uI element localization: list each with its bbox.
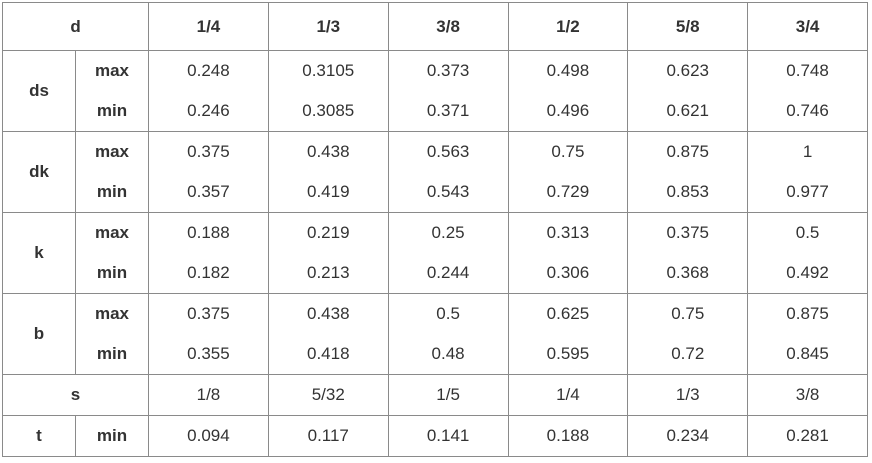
value-cell: 0.368 <box>627 253 749 294</box>
value-cell: 0.875 <box>747 293 868 334</box>
value-cell: 0.729 <box>507 172 629 213</box>
value-cell: 0.213 <box>267 253 389 294</box>
size-header: 1/2 <box>507 2 629 51</box>
value-cell: 0.48 <box>387 334 509 375</box>
value-cell: 0.188 <box>148 212 269 253</box>
value-cell: 0.357 <box>148 172 269 213</box>
value-cell: 0.438 <box>267 131 389 172</box>
value-cell: 0.75 <box>627 293 749 334</box>
value-cell: 0.977 <box>747 172 868 213</box>
limit-label: min <box>74 91 150 132</box>
value-cell: 0.623 <box>627 50 749 91</box>
spec-table: d 1/4 1/3 3/8 1/2 5/8 3/4 ds max 0.248 0.3105 0.373… <box>1 2 868 457</box>
group-label: s <box>1 374 150 416</box>
value-cell: 0.875 <box>627 131 749 172</box>
table-row: min 0.182 0.213 0.244 0.306 0.368 0.492 <box>3 253 868 294</box>
value-cell: 0.373 <box>387 50 509 91</box>
value-cell: 0.375 <box>627 212 749 253</box>
limit-label: max <box>74 212 150 253</box>
limit-label: min <box>74 334 150 375</box>
value-cell: 0.141 <box>387 415 509 457</box>
value-cell: 3/8 <box>747 374 868 416</box>
value-cell: 0.234 <box>627 415 749 457</box>
value-cell: 0.3105 <box>267 50 389 91</box>
value-cell: 0.75 <box>507 131 629 172</box>
value-cell: 0.543 <box>387 172 509 213</box>
value-cell: 0.244 <box>387 253 509 294</box>
value-cell: 0.853 <box>627 172 749 213</box>
limit-label: max <box>74 50 150 91</box>
table-row: d 1/4 1/3 3/8 1/2 5/8 3/4 <box>1 2 868 51</box>
value-cell: 0.438 <box>267 293 389 334</box>
table-row: ds max 0.248 0.3105 0.373 0.498 0.623 0.748 <box>2 50 868 132</box>
value-cell: 0.5 <box>747 212 868 253</box>
value-cell: 0.219 <box>267 212 389 253</box>
value-cell: 1/5 <box>387 374 509 416</box>
value-cell: 0.845 <box>747 334 868 375</box>
table-row: dk max 0.375 0.438 0.563 0.75 0.875 1 <box>2 131 868 213</box>
value-cell: 1/4 <box>507 374 629 416</box>
value-cell: 0.419 <box>267 172 389 213</box>
value-cell: 0.72 <box>627 334 749 375</box>
value-cell: 0.492 <box>747 253 868 294</box>
size-header: 1/3 <box>267 2 389 51</box>
value-cell: 1/8 <box>148 374 269 416</box>
value-cell: 0.375 <box>148 293 269 334</box>
table-row: t min 0.094 0.117 0.141 0.188 0.234 0.281 <box>2 415 868 457</box>
table-row: k max 0.188 0.219 0.25 0.313 0.375 0.5 <box>2 212 868 294</box>
value-cell: 0.748 <box>747 50 868 91</box>
group-label: t <box>2 415 76 457</box>
size-header: 5/8 <box>627 2 749 51</box>
value-cell: 0.375 <box>148 131 269 172</box>
value-cell: 0.313 <box>507 212 629 253</box>
value-cell: 0.355 <box>148 334 269 375</box>
value-cell: 0.25 <box>387 212 509 253</box>
header-label: d <box>1 2 150 51</box>
limit-label: min <box>74 415 150 457</box>
value-cell: 0.625 <box>507 293 629 334</box>
group-label: ds <box>2 50 76 132</box>
value-cell: 1/3 <box>627 374 749 416</box>
size-header: 3/4 <box>747 2 868 51</box>
table-body: d 1/4 1/3 3/8 1/2 5/8 3/4 ds max 0.248 0.3105 0.373… <box>1 2 868 457</box>
value-cell: 0.182 <box>148 253 269 294</box>
table-row: min 0.357 0.419 0.543 0.729 0.853 0.977 <box>3 172 868 213</box>
value-cell: 0.246 <box>148 91 269 132</box>
value-cell: 0.094 <box>148 415 269 457</box>
value-cell: 0.498 <box>507 50 629 91</box>
size-header: 1/4 <box>148 2 269 51</box>
limit-label: min <box>74 172 150 213</box>
value-cell: 0.248 <box>148 50 269 91</box>
value-cell: 0.306 <box>507 253 629 294</box>
value-cell: 0.5 <box>387 293 509 334</box>
value-cell: 1 <box>747 131 868 172</box>
value-cell: 0.746 <box>747 91 868 132</box>
value-cell: 0.496 <box>507 91 629 132</box>
group-label: k <box>2 212 76 294</box>
size-header: 3/8 <box>387 2 509 51</box>
value-cell: 0.371 <box>387 91 509 132</box>
value-cell: 0.188 <box>507 415 629 457</box>
value-cell: 0.117 <box>267 415 389 457</box>
group-label: dk <box>2 131 76 213</box>
limit-label: max <box>74 131 150 172</box>
value-cell: 0.595 <box>507 334 629 375</box>
value-cell: 0.418 <box>267 334 389 375</box>
limit-label: max <box>74 293 150 334</box>
table-row: min 0.246 0.3085 0.371 0.496 0.621 0.746 <box>3 91 868 132</box>
value-cell: 5/32 <box>267 374 389 416</box>
limit-label: min <box>74 253 150 294</box>
value-cell: 0.563 <box>387 131 509 172</box>
table-row: b max 0.375 0.438 0.5 0.625 0.75 0.875 <box>2 293 868 375</box>
table-row: s 1/8 5/32 1/5 1/4 1/3 3/8 <box>1 374 868 416</box>
value-cell: 0.3085 <box>267 91 389 132</box>
group-label: b <box>2 293 76 375</box>
value-cell: 0.621 <box>627 91 749 132</box>
value-cell: 0.281 <box>747 415 868 457</box>
table-row: min 0.355 0.418 0.48 0.595 0.72 0.845 <box>3 334 868 375</box>
